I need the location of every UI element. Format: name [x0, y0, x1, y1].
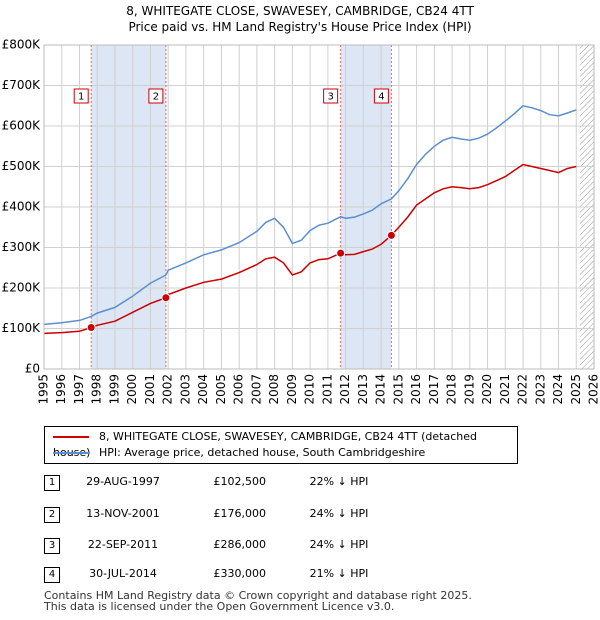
y-tick-label: £600K	[2, 119, 42, 133]
sale-badge	[323, 88, 339, 104]
y-tick-label: £0	[25, 362, 40, 376]
plot-frame	[43, 44, 595, 370]
table-row: 2 13-NOV-2001 £176,000 24% ↓ HPI	[0, 504, 600, 524]
y-tick-label: £700K	[2, 78, 42, 92]
footer-copyright: Contains HM Land Registry data © Crown c…	[44, 589, 472, 602]
x-tick-label: 2020	[480, 374, 494, 405]
sale-point	[86, 322, 96, 332]
sale-badge	[73, 88, 89, 104]
x-tick-label: 2003	[178, 374, 192, 405]
x-tick-label: 2018	[445, 374, 459, 405]
x-tick-label: 2013	[356, 374, 370, 405]
x-tick-label: 2011	[320, 374, 334, 405]
legend-swatch-hpi	[53, 452, 89, 454]
transaction-date: 29-AUG-1997	[86, 475, 160, 488]
transaction-badge: 4	[44, 567, 60, 583]
y-tick-label: £500K	[2, 159, 42, 173]
transaction-date: 30-JUL-2014	[89, 567, 157, 580]
x-tick-label: 2015	[391, 374, 405, 405]
x-tick-label: 2009	[285, 374, 299, 405]
transaction-hpi: 22% ↓ HPI	[309, 475, 369, 488]
transaction-hpi: 21% ↓ HPI	[309, 567, 369, 580]
y-tick-label: £800K	[2, 38, 42, 52]
x-tick-label: 2012	[338, 374, 352, 405]
table-row: 3 22-SEP-2011 £286,000 24% ↓ HPI	[0, 535, 600, 555]
transaction-badge: 3	[44, 538, 60, 554]
transaction-price: £286,000	[213, 538, 267, 551]
chart-title-line2: Price paid vs. HM Land Registry's House …	[128, 20, 472, 34]
x-tick-label: 2000	[125, 374, 139, 405]
x-tick-label: 2019	[462, 374, 476, 405]
transaction-badge: 1	[44, 475, 60, 491]
x-tick-label: 2023	[533, 374, 547, 405]
sale-badge-label: 4	[378, 92, 384, 103]
x-tick-label: 2024	[551, 374, 565, 405]
transaction-date: 22-SEP-2011	[87, 538, 159, 551]
x-tick-label: 2021	[498, 374, 512, 405]
legend-label-hpi: HPI: Average price, detached house, Sout…	[99, 446, 426, 459]
sale-badge	[373, 88, 389, 104]
transaction-price: £102,500	[213, 475, 267, 488]
x-tick-label: 2007	[249, 374, 263, 405]
chart-title: 8, WHITEGATE CLOSE, SWAVESEY, CAMBRIDGE,…	[0, 3, 600, 35]
x-tick-label: 2025	[569, 374, 583, 405]
transaction-date: 13-NOV-2001	[86, 507, 160, 520]
y-tick-label: £200K	[2, 281, 42, 295]
x-tick-label: 2004	[196, 374, 210, 405]
x-tick-label: 2001	[143, 374, 157, 405]
y-tick-label: £300K	[2, 240, 42, 254]
x-tick-label: 2026	[587, 374, 600, 405]
x-tick-label: 2010	[303, 374, 317, 405]
x-tick-label: 1995	[37, 374, 51, 405]
table-row: 4 30-JUL-2014 £330,000 21% ↓ HPI	[0, 564, 600, 584]
legend-item-hpi: HPI: Average price, detached house, Sout…	[53, 445, 425, 461]
x-tick-label: 2016	[409, 374, 423, 405]
x-tick-label: 2008	[267, 374, 281, 405]
transaction-price: £176,000	[213, 507, 267, 520]
x-tick-label: 2002	[161, 374, 175, 405]
x-tick-label: 1999	[107, 374, 121, 405]
legend-item-property: 8, WHITEGATE CLOSE, SWAVESEY, CAMBRIDGE,…	[53, 429, 517, 459]
sale-badge-label: 1	[78, 92, 84, 103]
transaction-price: £330,000	[213, 567, 267, 580]
transaction-hpi: 24% ↓ HPI	[309, 507, 369, 520]
footer-licence: This data is licensed under the Open Gov…	[44, 600, 395, 613]
x-tick-label: 2014	[374, 374, 388, 405]
sale-badge-label: 3	[327, 92, 333, 103]
legend-swatch-property	[53, 436, 89, 438]
x-tick-label: 2006	[232, 374, 246, 405]
transaction-badge: 2	[44, 507, 60, 523]
x-tick-label: 1996	[54, 374, 68, 405]
legend: 8, WHITEGATE CLOSE, SWAVESEY, CAMBRIDGE,…	[44, 426, 518, 464]
hpi-line	[43, 104, 577, 326]
sale-point	[386, 230, 396, 240]
chart-title-line1: 8, WHITEGATE CLOSE, SWAVESEY, CAMBRIDGE,…	[126, 4, 474, 18]
sale-point	[336, 248, 346, 258]
y-tick-label: £100K	[2, 321, 42, 335]
transaction-hpi: 24% ↓ HPI	[309, 538, 369, 551]
y-tick-label: £400K	[2, 200, 42, 214]
footer: Contains HM Land Registry data © Crown c…	[44, 590, 472, 612]
sale-point	[161, 293, 171, 303]
x-tick-label: 2022	[516, 374, 530, 405]
x-tick-label: 2005	[214, 374, 228, 405]
table-row: 1 29-AUG-1997 £102,500 22% ↓ HPI	[0, 472, 600, 492]
sale-badge-label: 2	[153, 92, 159, 103]
x-tick-label: 1997	[72, 374, 86, 405]
sale-badge	[148, 88, 164, 104]
x-tick-label: 1998	[90, 374, 104, 405]
x-tick-label: 2017	[427, 374, 441, 405]
